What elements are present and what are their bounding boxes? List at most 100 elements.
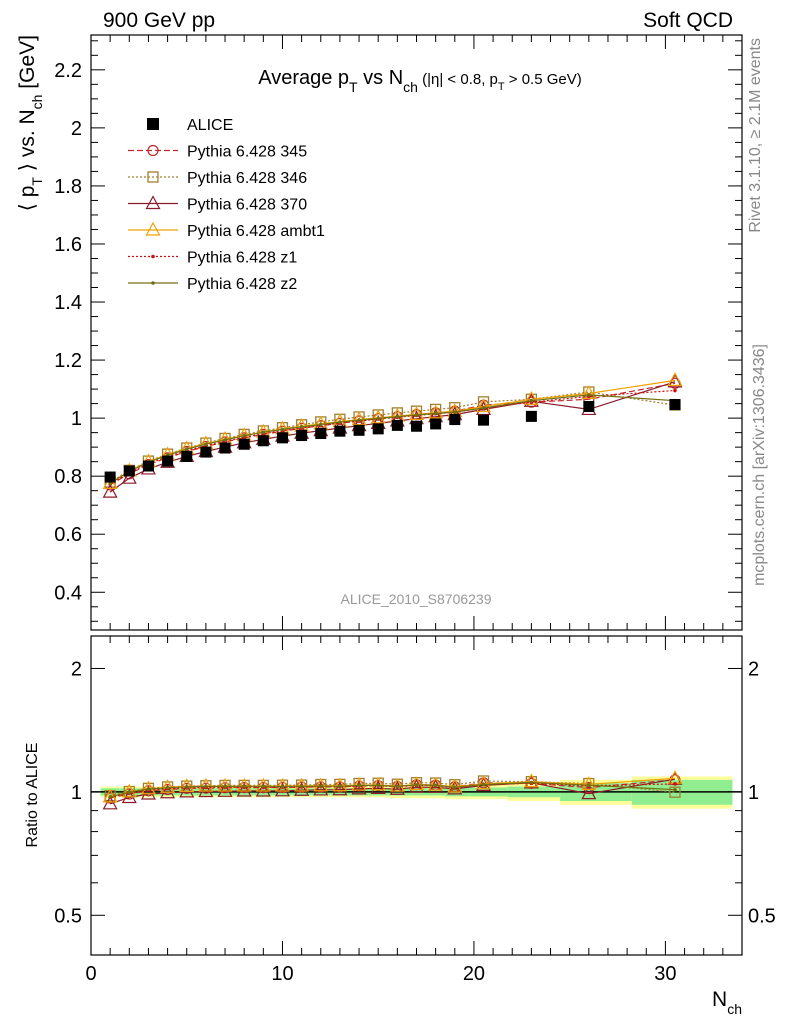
legend-marker-p345: [147, 144, 159, 157]
ratio-point-p370: [313, 781, 329, 796]
point-z2: [318, 422, 323, 427]
legend-label: Pythia 6.428 z1: [187, 250, 297, 267]
legend-marker-alice: [147, 118, 159, 130]
y-tick-label: 0.4: [54, 582, 82, 604]
data-point-alice: [104, 471, 116, 483]
plot-title: Average pT vs Nch (|η| < 0.8, pT > 0.5 G…: [258, 67, 582, 95]
x-tick-label: 10: [271, 963, 293, 985]
ratio-point-z2: [280, 784, 285, 789]
ratio-point-z2: [338, 784, 342, 789]
y-tick-label: 2: [71, 118, 82, 140]
data-point-alice: [334, 425, 346, 437]
ratio-point-z2: [395, 784, 400, 789]
ratio-point-z2: [376, 783, 381, 788]
data-point-alice: [142, 460, 154, 472]
ratio-point-p370: [351, 780, 367, 795]
point-z2: [414, 413, 419, 417]
header-right: Soft QCD: [643, 9, 733, 32]
ratio-point-z2: [127, 790, 132, 795]
data-point-alice: [372, 423, 384, 435]
ratio-point-p370: [236, 782, 252, 797]
y-tick-label: 1.2: [54, 350, 82, 372]
ratio-y-tick-label: 2: [71, 658, 82, 680]
ratio-point-z2: [529, 780, 534, 785]
ratio-point-ambt1: [255, 777, 271, 792]
y-tick-label: 0.8: [54, 466, 82, 488]
point-z2: [280, 427, 285, 432]
point-z2: [223, 438, 227, 442]
data-point-alice: [430, 418, 442, 430]
ratio-point-ambt1: [370, 776, 386, 791]
legend: ALICE Pythia 6.428 345 Pythia 6.428 346 Pyt…: [128, 117, 325, 293]
data-point-alice: [200, 446, 212, 458]
data-point-alice: [296, 430, 308, 442]
ratio-point-z2: [261, 784, 266, 789]
legend-label: ALICE: [187, 117, 233, 134]
point-ambt1: [523, 390, 539, 405]
ratio-y-tick-label-right: 2: [748, 658, 759, 680]
data-point-alice: [478, 414, 490, 426]
data-point-alice: [123, 465, 135, 477]
ratio-point-ambt1: [274, 777, 290, 792]
y-tick-label: 2.2: [54, 60, 82, 82]
ratio-point-z2: [223, 784, 227, 789]
point-z2: [184, 447, 189, 451]
ratio-point-ambt1: [447, 778, 463, 793]
point-z2: [204, 442, 208, 447]
legend-label: Pythia 6.428 345: [187, 144, 307, 161]
data-point-alice: [219, 442, 231, 454]
point-z2: [529, 398, 534, 403]
legend-label: Pythia 6.428 z2: [187, 276, 297, 293]
ratio-point-z2: [587, 783, 591, 788]
ratio-point-ambt1: [351, 776, 367, 791]
data-point-alice: [525, 410, 537, 422]
ratio-point-z2: [165, 786, 170, 790]
ratio-point-ambt1: [198, 777, 214, 792]
y-tick-label: 1.8: [54, 176, 82, 198]
ratio-point-z2: [357, 783, 361, 788]
point-z2: [338, 420, 342, 424]
point-ambt1: [581, 385, 597, 400]
point-z2: [452, 410, 457, 414]
ratio-point-p370: [408, 778, 425, 793]
ratio-point-p370: [255, 782, 271, 797]
point-p370: [121, 469, 137, 484]
point-z2: [242, 434, 246, 438]
rivet-label: Rivet 3.1.10, ≥ 2.1M events: [747, 38, 764, 233]
ratio-point-ambt1: [121, 783, 137, 798]
data-point-alice: [411, 420, 422, 432]
legend-label: Pythia 6.428 346: [187, 170, 307, 187]
ratio-line-p370: [109, 778, 676, 805]
data-point-alice: [238, 438, 250, 450]
x-axis-label: Nch: [712, 988, 742, 1017]
ratio-point-z2: [673, 787, 677, 792]
ratio-point-p370: [389, 780, 405, 795]
ratio-point-z2: [184, 784, 189, 789]
ratio-y-tick-label-right: 1: [748, 782, 759, 804]
data-point-alice: [276, 432, 288, 444]
legend-label: Pythia 6.428 370: [187, 197, 307, 214]
ratio-point-z2: [204, 784, 208, 789]
point-ambt1: [370, 409, 386, 424]
data-point-alice: [257, 435, 269, 447]
y-tick-label: 1.6: [54, 234, 82, 256]
point-z1: [673, 388, 677, 393]
data-point-alice: [315, 428, 327, 440]
ratio-point-z2: [452, 785, 457, 790]
ratio-y-axis-label: Ratio to ALICE: [24, 743, 41, 848]
ratio-point-ambt1: [523, 773, 539, 788]
y-tick-label: 1.4: [54, 292, 82, 314]
ratio-point-ambt1: [217, 777, 233, 792]
ratio-point-z2: [433, 783, 438, 788]
ratio-point-ambt1: [313, 777, 329, 792]
data-point-alice: [583, 401, 595, 413]
legend-marker-ambt1: [145, 221, 161, 236]
data-point-alice: [181, 450, 193, 462]
ratio-point-z2: [414, 783, 419, 787]
header-left: 900 GeV pp: [103, 9, 215, 32]
point-ambt1: [476, 398, 492, 413]
watermark: ALICE_2010_S8706239: [340, 591, 491, 607]
ratio-point-ambt1: [236, 777, 252, 792]
ratio-point-p346: [238, 779, 250, 792]
